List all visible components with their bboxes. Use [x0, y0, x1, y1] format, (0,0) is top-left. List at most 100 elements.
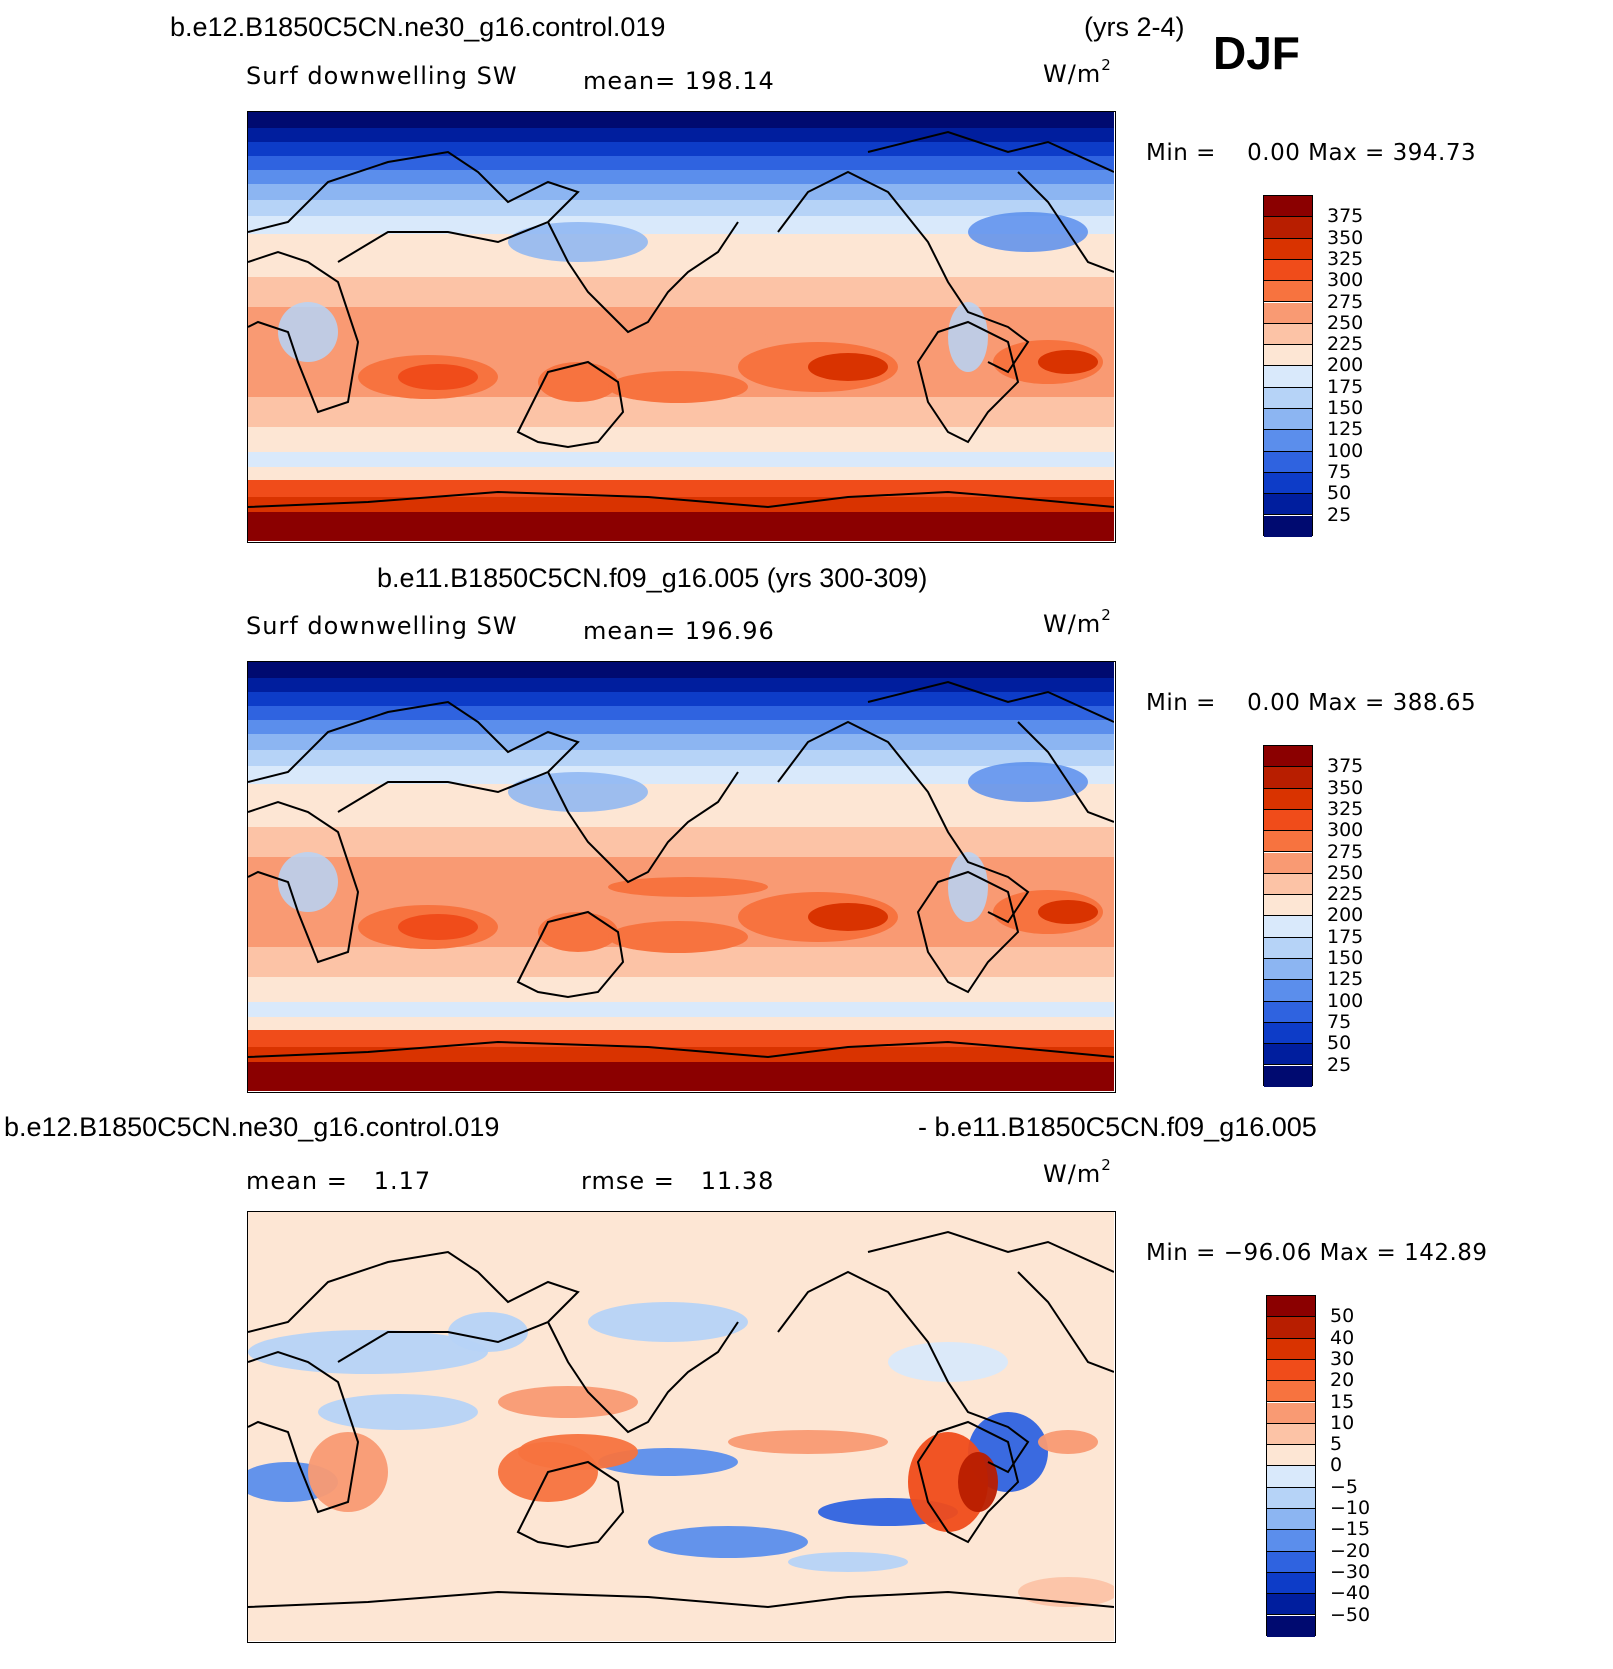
- colorbar-swatch: [1264, 746, 1312, 768]
- colorbar-tick-label: 100: [1327, 439, 1364, 462]
- colorbar-swatch: [1264, 1065, 1312, 1087]
- colorbar-swatch: [1264, 196, 1312, 218]
- colorbar-swatches: [1266, 1295, 1316, 1637]
- colorbar-swatch: [1264, 217, 1312, 239]
- colorbar-tick-label: 200: [1327, 904, 1364, 927]
- colorbar-tick-label: 0: [1330, 1454, 1343, 1477]
- colorbar-tick-label: −40: [1330, 1582, 1371, 1605]
- colorbar-swatch: [1264, 1044, 1312, 1066]
- colorbar-swatch: [1264, 809, 1312, 832]
- colorbar-swatch: [1264, 238, 1312, 260]
- panel-2-title: b.e11.B1850C5CN.f09_g16.005 (yrs 300-309…: [377, 563, 928, 593]
- colorbar-swatch: [1267, 1445, 1315, 1467]
- colorbar-swatch: [1267, 1359, 1315, 1382]
- colorbar-tick-label: 50: [1330, 1305, 1355, 1328]
- colorbar-tick-label: 40: [1330, 1326, 1355, 1349]
- colorbar-swatch: [1267, 1551, 1315, 1573]
- map-field-2: [248, 662, 1114, 1091]
- mean-label-2: mean= 196.96: [583, 617, 775, 645]
- colorbar-swatch: [1264, 873, 1312, 896]
- colorbar-swatch: [1267, 1402, 1315, 1424]
- colorbar-tick-label: 25: [1327, 503, 1352, 526]
- colorbar-tick-label: 15: [1330, 1390, 1355, 1413]
- colorbar-tick-label: 350: [1327, 776, 1364, 799]
- colorbar-tick-label: −10: [1330, 1497, 1371, 1519]
- map-panel-3: [247, 1211, 1116, 1643]
- colorbar-tick-label: 225: [1327, 333, 1364, 356]
- colorbar-swatch: [1264, 1001, 1312, 1023]
- map-field-1: [248, 112, 1114, 541]
- colorbar-swatch: [1264, 831, 1312, 853]
- colorbar-swatch: [1267, 1509, 1315, 1531]
- colorbar-swatch: [1264, 980, 1312, 1002]
- colorbar-swatch: [1264, 259, 1312, 282]
- colorbar-tick-label: 50: [1327, 482, 1352, 505]
- map-field-3: [248, 1212, 1114, 1641]
- mean-label-1: mean= 198.14: [583, 67, 775, 95]
- colorbar-swatch: [1267, 1594, 1315, 1616]
- colorbar-tick-label: −5: [1330, 1475, 1359, 1498]
- colorbar-tick-label: 350: [1327, 226, 1364, 249]
- colorbar-tick-label: 125: [1327, 418, 1364, 441]
- unit-label-2: W/m2: [1043, 606, 1112, 638]
- colorbar-swatch: [1267, 1466, 1315, 1488]
- colorbar-swatch: [1264, 895, 1312, 917]
- colorbar-tick-label: 300: [1327, 819, 1364, 842]
- colorbar-tick-label: −15: [1330, 1518, 1371, 1541]
- colorbar-tick-label: 150: [1327, 947, 1364, 969]
- colorbar-swatch: [1267, 1423, 1315, 1446]
- minmax-label-2: Min = 0.00 Max = 388.65: [1146, 690, 1477, 716]
- colorbar-tick-label: 375: [1327, 755, 1364, 778]
- minmax-label-3: Min = −96.06 Max = 142.89: [1146, 1240, 1488, 1266]
- rmse-label-3: rmse = 11.38: [581, 1167, 775, 1195]
- colorbar-swatch: [1264, 323, 1312, 346]
- variable-label-1: Surf downwelling SW: [246, 62, 518, 90]
- colorbar-swatch: [1264, 937, 1312, 959]
- colorbar-swatch: [1267, 1296, 1315, 1318]
- colorbar-tick-label: 375: [1327, 205, 1364, 228]
- colorbar-swatch: [1264, 366, 1312, 388]
- colorbar-tick-label: 30: [1330, 1347, 1355, 1370]
- colorbar-swatch: [1267, 1487, 1315, 1509]
- colorbar-tick-label: 300: [1327, 269, 1364, 292]
- colorbar-swatch: [1264, 409, 1312, 431]
- colorbar-tick-label: 5: [1330, 1433, 1343, 1456]
- colorbar-swatch: [1267, 1572, 1315, 1595]
- colorbar-swatch: [1264, 451, 1312, 473]
- colorbar-tick-label: −50: [1330, 1603, 1371, 1626]
- colorbar-tick-label: 200: [1327, 354, 1364, 377]
- colorbar-swatch: [1267, 1530, 1315, 1552]
- colorbar-tick-label: 20: [1330, 1369, 1355, 1392]
- colorbar-tick-label: −30: [1330, 1560, 1371, 1583]
- case-title: b.e12.B1850C5CN.ne30_g16.control.019: [170, 12, 666, 42]
- colorbar-swatch: [1264, 494, 1312, 516]
- unit-label-3: W/m2: [1043, 1156, 1112, 1188]
- colorbar-tick-label: 275: [1327, 290, 1364, 313]
- colorbar-swatch: [1264, 472, 1312, 495]
- map-panel-2: [247, 661, 1116, 1093]
- colorbar-tick-label: 325: [1327, 797, 1364, 820]
- colorbar-tick-label: 175: [1327, 925, 1364, 948]
- colorbar-tick-label: 75: [1327, 460, 1352, 483]
- mean-label-3: mean = 1.17: [246, 1167, 432, 1195]
- colorbar-tick-label: 175: [1327, 375, 1364, 398]
- colorbar-tick-label: −20: [1330, 1539, 1371, 1562]
- colorbar-swatch: [1264, 281, 1312, 303]
- colorbar-tick-label: 150: [1327, 397, 1364, 419]
- colorbar-swatch: [1264, 788, 1312, 810]
- colorbar-tick-label: 100: [1327, 989, 1364, 1012]
- colorbar-swatch: [1267, 1317, 1315, 1339]
- colorbar-tick-label: 225: [1327, 883, 1364, 906]
- colorbar-swatch: [1264, 302, 1312, 324]
- season-label: DJF: [1213, 27, 1300, 79]
- years-label: (yrs 2-4): [1084, 12, 1185, 42]
- colorbar-swatch: [1264, 430, 1312, 452]
- colorbar-swatch: [1267, 1338, 1315, 1360]
- colorbar-swatches: [1263, 195, 1313, 537]
- colorbar-tick-label: 250: [1327, 861, 1364, 884]
- colorbar-tick-label: 75: [1327, 1010, 1352, 1033]
- colorbar-tick-label: 275: [1327, 840, 1364, 863]
- colorbar-tick-label: 50: [1327, 1032, 1352, 1055]
- colorbar-swatch: [1264, 345, 1312, 367]
- colorbar-tick-label: 125: [1327, 968, 1364, 991]
